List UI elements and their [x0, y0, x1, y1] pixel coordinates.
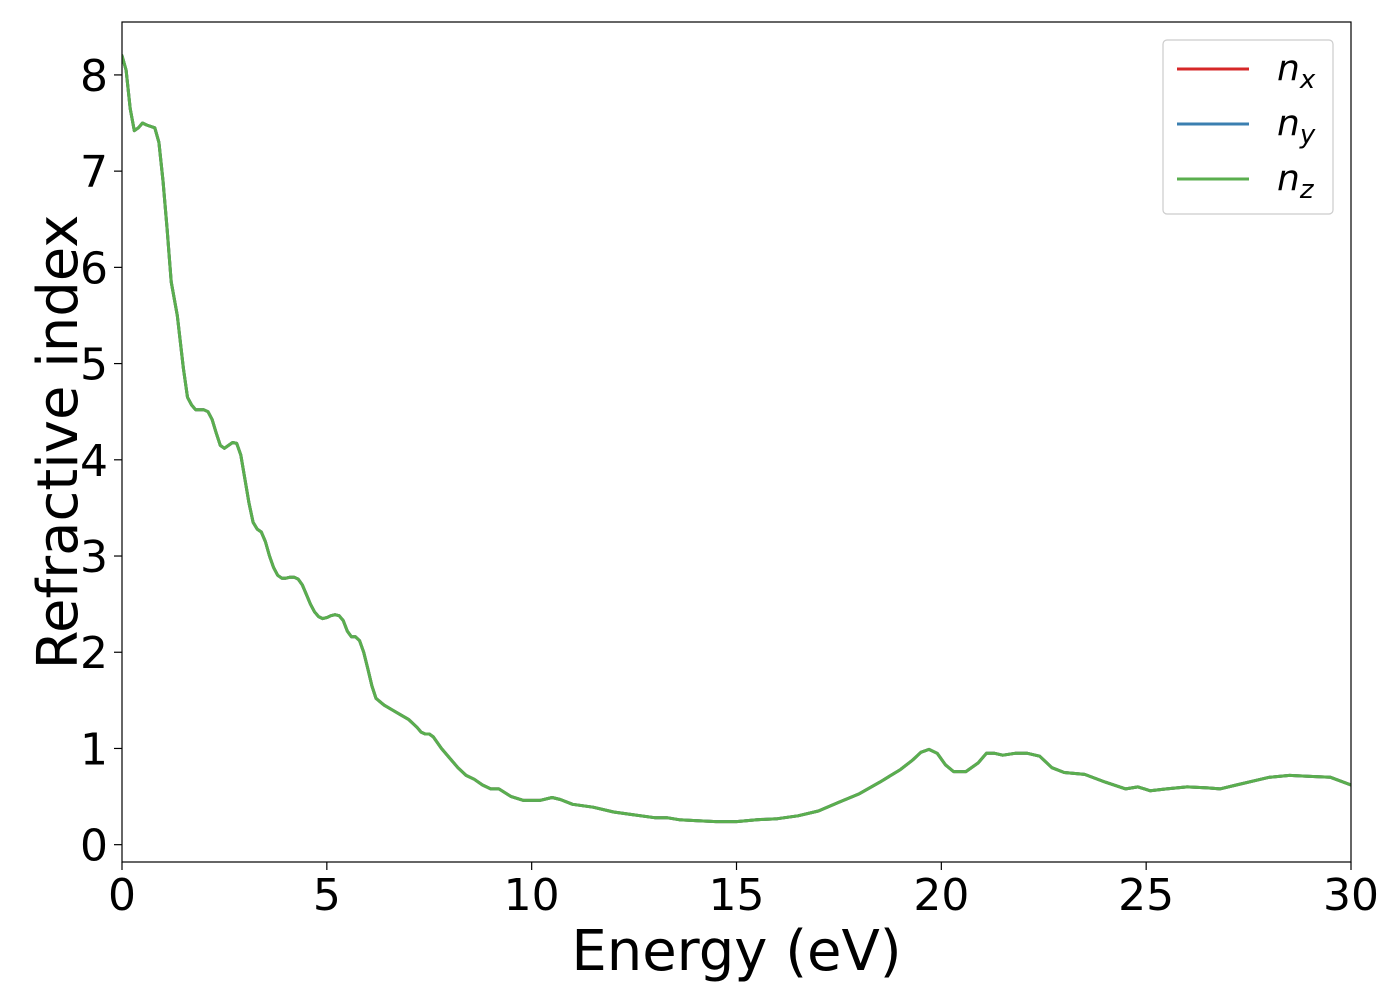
- y-tick-label: 4: [80, 436, 108, 487]
- x-axis-ticks: 0 5 10 15 20 25 30: [108, 862, 1379, 921]
- y-tick-label: 5: [80, 340, 108, 391]
- legend-label: nx: [1277, 48, 1316, 95]
- x-tick-label: 30: [1323, 870, 1379, 921]
- series-layer: [122, 54, 1351, 824]
- legend-label: ny: [1277, 103, 1316, 150]
- series-line-z: [122, 54, 1351, 824]
- x-tick-label: 10: [504, 870, 560, 921]
- y-tick-label: 0: [80, 821, 108, 872]
- x-axis-title: Energy (eV): [571, 919, 901, 984]
- y-tick-label: 8: [80, 51, 108, 102]
- legend-box: [1162, 39, 1334, 215]
- y-tick-label: 7: [80, 147, 108, 198]
- y-axis-ticks: 0 1 2 3 4 5 6 7 8: [80, 51, 122, 872]
- x-tick-label: 0: [108, 870, 136, 921]
- legend: nx ny nz: [1162, 39, 1334, 215]
- x-tick-label: 5: [313, 870, 341, 921]
- x-tick-label: 15: [709, 870, 765, 921]
- x-tick-label: 25: [1118, 870, 1174, 921]
- y-tick-label: 6: [80, 243, 108, 294]
- y-axis-title: Refractive index: [26, 215, 91, 670]
- y-tick-label: 3: [80, 532, 108, 583]
- y-tick-label: 2: [80, 628, 108, 679]
- legend-label: nz: [1277, 158, 1315, 205]
- x-tick-label: 20: [913, 870, 969, 921]
- y-tick-label: 1: [80, 724, 108, 775]
